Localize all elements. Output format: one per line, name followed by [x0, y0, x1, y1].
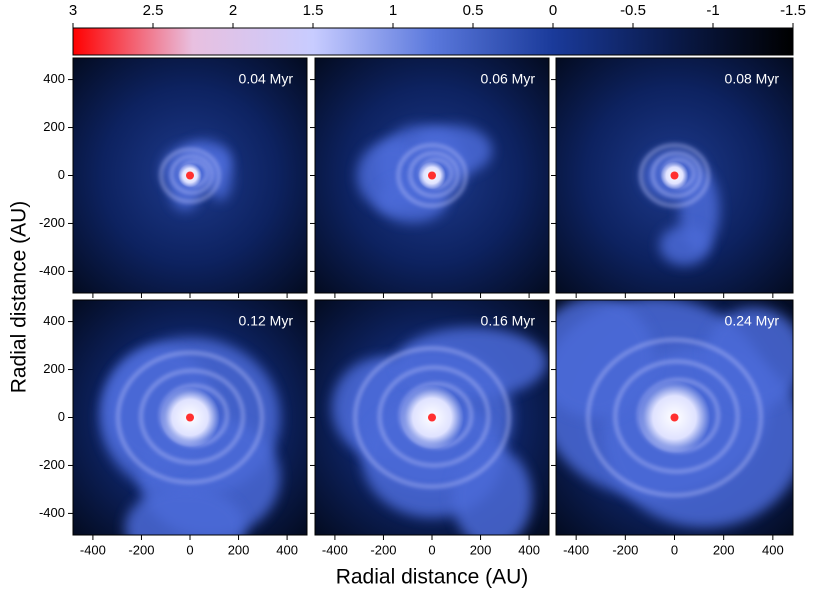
y-tick-label: 400	[43, 313, 65, 328]
panel	[73, 58, 307, 293]
protostar	[670, 413, 679, 422]
y-tick-label: 200	[43, 119, 65, 134]
gas-blob	[452, 447, 532, 535]
y-tick-label: -200	[39, 215, 65, 230]
x-tick-label: 200	[470, 542, 492, 557]
x-tick-label: 400	[518, 542, 540, 557]
colorbar-tick-label: -1.5	[780, 2, 806, 19]
protostar	[670, 171, 679, 180]
gas-blob	[397, 327, 547, 398]
x-tick-label: 0	[428, 542, 435, 557]
colorbar-tick-label: 2	[229, 2, 237, 19]
colorbar-tick-label: 1	[389, 2, 397, 19]
x-tick-label: 400	[762, 542, 784, 557]
panel	[556, 300, 793, 535]
panel-time-label: 0.04 Myr	[239, 71, 294, 87]
y-tick-label: -200	[39, 457, 65, 472]
colorbar-tick-label: -0.5	[620, 2, 646, 19]
gas-blob	[659, 225, 710, 266]
x-tick-label: 0	[186, 542, 193, 557]
gas-blob	[556, 300, 655, 418]
x-tick-label: -200	[612, 542, 638, 557]
y-tick-label: -400	[39, 263, 65, 278]
y-tick-label: 0	[58, 409, 65, 424]
protostar	[428, 413, 436, 422]
panel-time-label: 0.06 Myr	[481, 71, 536, 87]
spiral-arm	[159, 148, 221, 203]
spiral-arm	[378, 366, 490, 467]
y-axis-label: Radial distance (AU)	[8, 201, 31, 394]
x-axis-label: Radial distance (AU)	[336, 566, 529, 589]
x-tick-label: -200	[370, 542, 396, 557]
panel	[315, 58, 549, 293]
colorbar-tick-label: 2.5	[143, 2, 164, 19]
protostar	[186, 413, 194, 422]
panel	[73, 300, 307, 535]
spiral-arm	[613, 359, 740, 474]
spiral-arm	[651, 151, 702, 198]
colorbar	[72, 27, 794, 56]
colorbar-tick-label: 0	[549, 2, 557, 19]
x-tick-label: -400	[80, 542, 106, 557]
x-tick-label: 400	[276, 542, 298, 557]
y-tick-label: -400	[39, 505, 65, 520]
spiral-arm	[170, 154, 214, 195]
x-tick-label: -200	[128, 542, 154, 557]
x-tick-label: 200	[228, 542, 250, 557]
spiral-arm	[396, 143, 468, 208]
panel	[315, 300, 549, 535]
x-tick-label: 0	[671, 542, 678, 557]
spiral-arm	[639, 143, 710, 208]
x-tick-label: -400	[563, 542, 589, 557]
gas-blob	[125, 487, 245, 535]
panel-time-label: 0.12 Myr	[239, 313, 294, 329]
spiral-arm	[408, 151, 460, 198]
colorbar-tick-label: 3	[69, 2, 77, 19]
panel-time-label: 0.16 Myr	[481, 313, 536, 329]
y-tick-label: 0	[58, 167, 65, 182]
spiral-arm	[116, 351, 264, 484]
colorbar-tick-label: -1	[706, 2, 719, 19]
x-tick-label: 200	[713, 542, 735, 557]
y-tick-label: 200	[43, 361, 65, 376]
panel-time-label: 0.24 Myr	[725, 313, 780, 329]
panel-time-label: 0.08 Myr	[725, 71, 780, 87]
colorbar-tick-label: 0.5	[463, 2, 484, 19]
spiral-arm	[586, 338, 763, 497]
colorbar-tick-label: 1.5	[303, 2, 324, 19]
spiral-arm	[139, 369, 245, 464]
panel	[556, 58, 793, 293]
spiral-arm	[353, 346, 511, 489]
x-tick-label: -400	[322, 542, 348, 557]
protostar	[186, 171, 194, 180]
y-tick-label: 400	[43, 71, 65, 86]
protostar	[428, 171, 436, 180]
